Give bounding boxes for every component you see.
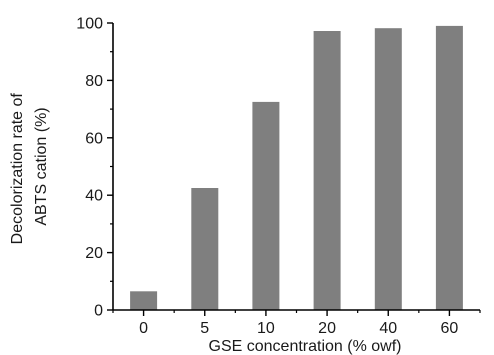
y-tick-label-40: 40: [85, 188, 103, 205]
y-tick-label-20: 20: [85, 245, 103, 262]
y-tick-label-100: 100: [76, 16, 103, 33]
bar-10: [252, 101, 280, 311]
y-axis-title-line-2: ABTS cation (%): [33, 107, 50, 225]
y-axis-title: Decolorization rate of ABTS cation (%): [9, 89, 50, 245]
bars-group: [130, 25, 463, 311]
x-tick-label-20: 20: [318, 320, 336, 337]
bar-40: [374, 28, 402, 310]
bar-20: [313, 31, 341, 310]
bar-60: [435, 25, 463, 311]
y-ticks-group: 0 20 40 60 80 100: [76, 16, 113, 320]
x-ticks-group: 0 5 10 20 40 60: [112, 310, 481, 337]
y-tick-label-60: 60: [85, 130, 103, 147]
y-axis-title-line-1: Decolorization rate of: [9, 93, 26, 245]
bar-0: [130, 291, 158, 310]
x-tick-label-40: 40: [379, 320, 397, 337]
x-tick-label-60: 60: [441, 320, 459, 337]
bar-5: [191, 188, 219, 310]
x-tick-label-0: 0: [139, 320, 148, 337]
y-tick-label-0: 0: [94, 303, 103, 320]
axes-group: [112, 23, 480, 311]
y-tick-label-80: 80: [85, 73, 103, 90]
x-axis-title: GSE concentration (% owf): [209, 338, 402, 355]
x-tick-label-10: 10: [257, 320, 275, 337]
x-tick-label-5: 5: [200, 320, 209, 337]
